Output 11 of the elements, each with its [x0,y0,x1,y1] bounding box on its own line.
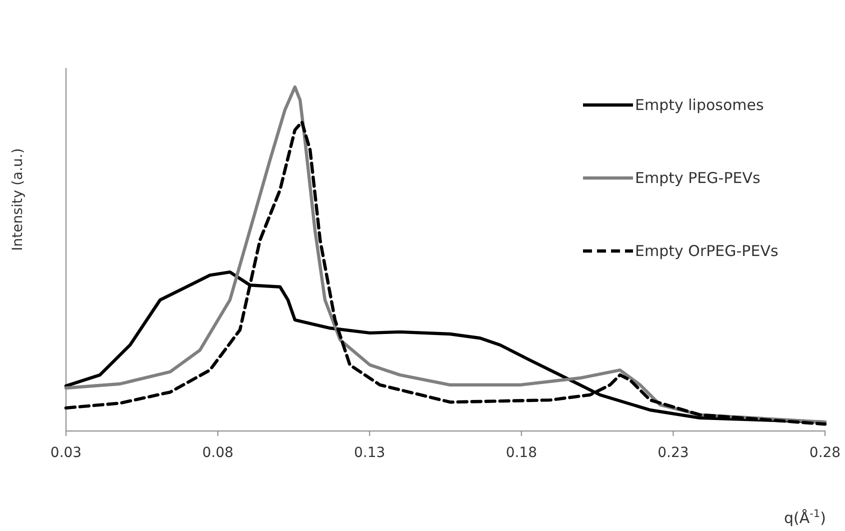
legend-label: Empty PEG-PEVs [635,169,760,187]
legend-label: Empty OrPEG-PEVs [635,242,778,260]
x-tick-label: 0.18 [506,445,537,462]
legend-label: Empty liposomes [635,96,764,114]
x-tick-label: 0.03 [50,445,82,462]
x-tick-label: 0.28 [809,445,841,462]
x-tick-label: 0.08 [202,445,234,462]
x-axis-title: q(Å$^{-1}$) [784,508,826,527]
y-axis-title: Intensity (a.u.) [10,148,26,251]
x-tick-label: 0.23 [658,445,689,462]
x-tick-label: 0.13 [354,445,386,462]
